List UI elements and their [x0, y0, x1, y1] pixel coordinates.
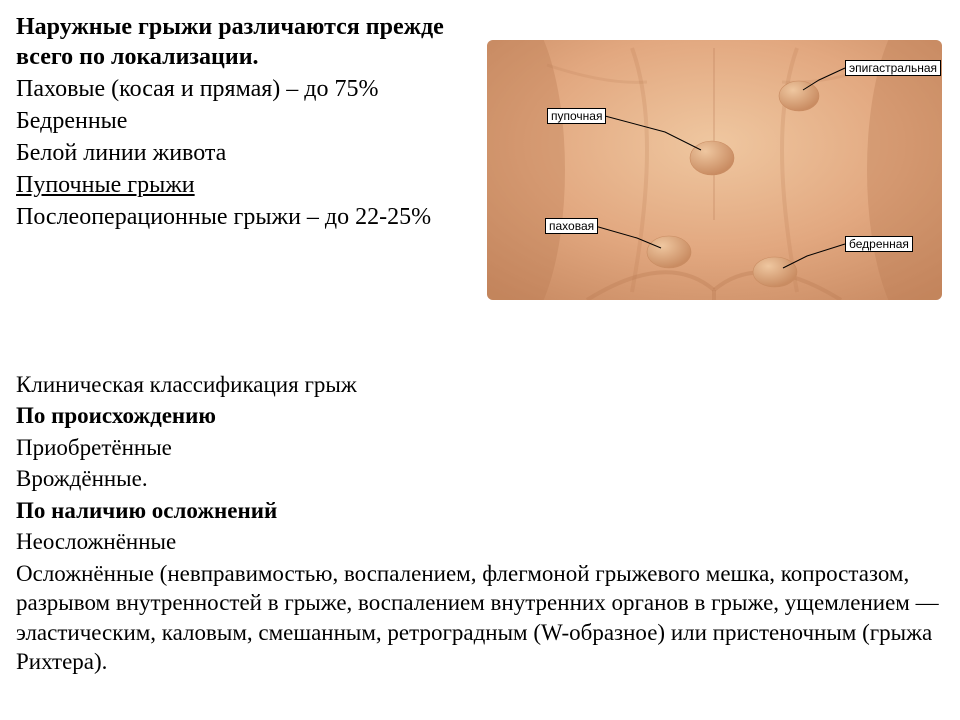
- text-column: Наружные грыжи различаются прежде всего …: [16, 12, 476, 232]
- diagram-label-epigastric: эпигастральная: [845, 60, 941, 76]
- hernia-epigastric: [779, 81, 819, 111]
- classification-block: Клиническая классификация грыж По происх…: [16, 370, 944, 676]
- localization-list: Паховые (косая и прямая) – до 75%Бедренн…: [16, 74, 476, 232]
- localization-item: Послеоперационные грыжи – до 22-25%: [16, 202, 476, 232]
- hernia-femoral: [753, 257, 797, 287]
- section-item: Врождённые.: [16, 464, 944, 493]
- hernia-diagram: эпигастральная пупочная паховая бедренная: [487, 40, 942, 300]
- top-block: Наружные грыжи различаются прежде всего …: [16, 12, 944, 302]
- section-title: По происхождению: [16, 401, 944, 430]
- localization-item: Белой линии живота: [16, 138, 476, 168]
- localization-item: Паховые (косая и прямая) – до 75%: [16, 74, 476, 104]
- section-item: Приобретённые: [16, 433, 944, 462]
- torso-illustration: [487, 40, 942, 300]
- section-item: Осложнённые (невправимостью, воспалением…: [16, 559, 944, 677]
- page-title: Наружные грыжи различаются прежде всего …: [16, 12, 476, 72]
- localization-item: Бедренные: [16, 106, 476, 136]
- hernia-inguinal: [647, 236, 691, 268]
- section-item: Неосложнённые: [16, 527, 944, 556]
- localization-item: Пупочные грыжи: [16, 170, 476, 200]
- diagram-label-femoral: бедренная: [845, 236, 913, 252]
- diagram-label-inguinal: паховая: [545, 218, 598, 234]
- diagram-label-umbilical: пупочная: [547, 108, 606, 124]
- classification-heading: Клиническая классификация грыж: [16, 370, 944, 399]
- section-title: По наличию осложнений: [16, 496, 944, 525]
- hernia-umbilical: [690, 141, 734, 175]
